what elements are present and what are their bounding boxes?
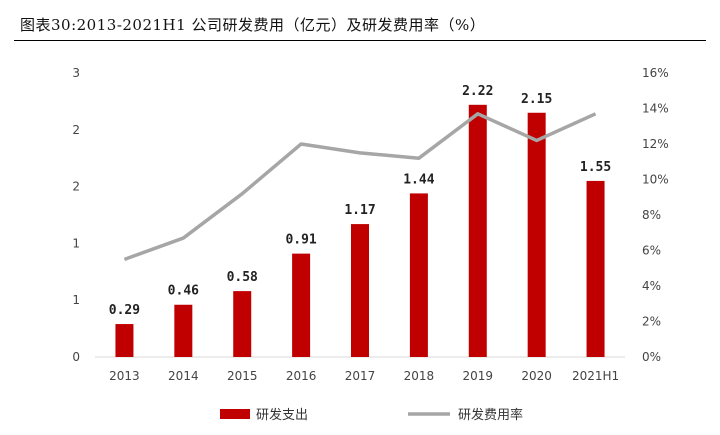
y-right-tick-label: 2%	[642, 315, 661, 329]
x-tick-label: 2018	[404, 369, 435, 383]
labels-layer: 0.29 0.46 0.58 0.91 1.17 1.44 2.22 2.15 1.55	[109, 84, 611, 318]
bar	[409, 193, 428, 357]
bar-data-label: 0.91	[285, 233, 316, 248]
bar	[233, 291, 252, 357]
legend-label-bar: 研发支出	[256, 407, 308, 423]
y-right-tick-label: 14%	[642, 102, 669, 116]
bar	[468, 104, 487, 357]
y-left-tick-label: 0	[72, 350, 80, 364]
axes-layer: 0 1 1 2 2 3 0% 2% 4% 6% 8% 10% 12% 14% 16% 2013 2014 2015…	[72, 66, 668, 383]
bar-data-label: 2.15	[521, 92, 552, 107]
x-tick-label: 2014	[168, 369, 199, 383]
x-tick-label: 2015	[227, 369, 258, 383]
x-tick-label: 2016	[286, 369, 317, 383]
chart-title: 图表30:2013-2021H1 公司研发费用（亿元）及研发费用率（%）	[20, 16, 486, 34]
bar-data-label: 0.46	[168, 284, 199, 299]
bar-data-label: 1.44	[403, 172, 434, 187]
y-right-tick-label: 8%	[642, 208, 661, 222]
y-left-tick-label: 2	[72, 123, 80, 137]
x-tick-label: 2021H1	[572, 369, 619, 383]
legend: 研发支出 研发费用率	[220, 407, 523, 423]
y-right-tick-label: 10%	[642, 173, 669, 187]
legend-label-line: 研发费用率	[458, 407, 523, 423]
title-divider	[14, 40, 706, 41]
bar-data-label: 0.29	[109, 303, 140, 318]
y-right-tick-label: 4%	[642, 279, 661, 293]
bar	[527, 112, 546, 357]
bar-data-label: 1.17	[344, 203, 375, 218]
y-left-tick-label: 1	[72, 293, 80, 307]
bar	[586, 180, 605, 357]
y-right-tick-label: 16%	[642, 66, 669, 80]
x-tick-label: 2019	[463, 369, 494, 383]
bar	[292, 253, 311, 357]
bars-layer	[115, 104, 605, 357]
y-left-tick-label: 1	[72, 236, 80, 250]
bar-data-label: 0.58	[227, 270, 258, 285]
bar-data-label: 2.22	[462, 84, 493, 99]
y-right-tick-label: 0%	[642, 350, 661, 364]
y-right-tick-label: 12%	[642, 137, 669, 151]
bar	[174, 304, 193, 357]
y-left-tick-label: 2	[72, 180, 80, 194]
x-tick-label: 2013	[109, 369, 140, 383]
y-left-tick-label: 3	[72, 66, 80, 80]
bar-data-label: 1.55	[580, 160, 611, 175]
bar	[115, 324, 134, 357]
x-tick-label: 2017	[345, 369, 376, 383]
bar	[351, 224, 369, 357]
line-layer	[123, 112, 597, 262]
x-tick-label: 2020	[521, 369, 552, 383]
y-right-tick-label: 6%	[642, 244, 661, 258]
legend-swatch-bar	[220, 409, 250, 419]
